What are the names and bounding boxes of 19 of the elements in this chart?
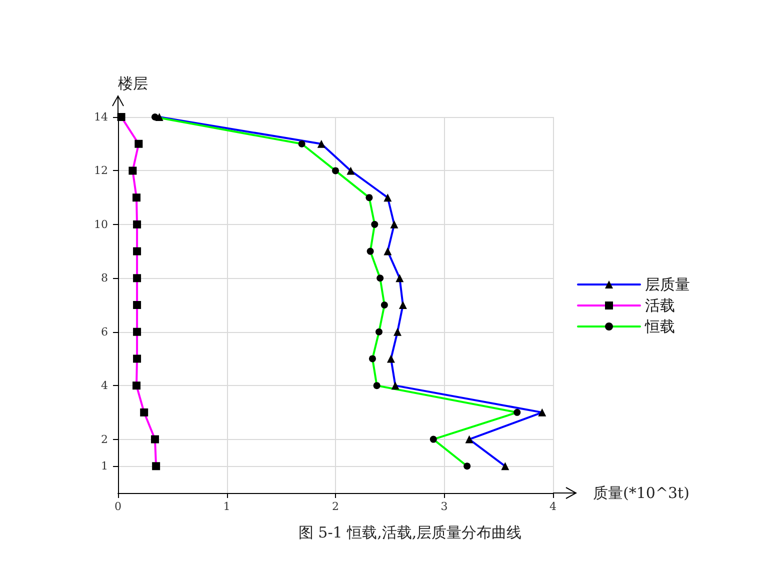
y-tick-label: 10 (94, 218, 108, 231)
legend-label: 恒载 (644, 318, 675, 336)
legend-label: 层质量 (645, 276, 690, 294)
text: 图 5-1 恒载,活载,层质量分布曲线 (298, 524, 522, 542)
x-tick-label: 2 (332, 500, 339, 513)
y-tick-label: 14 (94, 110, 108, 124)
y-tick-label: 4 (101, 379, 108, 392)
y-tick-label: 1 (101, 460, 108, 473)
y-axis-title: 楼层 (118, 74, 148, 92)
x-axis-title: 质量(*10^3t) (593, 484, 690, 502)
y-tick-label: 2 (101, 432, 108, 446)
x-tick-label: 0 (114, 500, 122, 513)
x-tick-label: 3 (440, 500, 448, 513)
legend-label: 活载 (645, 296, 675, 314)
x-tick-label: 1 (223, 500, 230, 513)
x-tick-label: 4 (550, 500, 556, 513)
y-tick-label: 8 (101, 272, 108, 285)
y-tick-label: 12 (94, 164, 108, 178)
y-tick-label: 6 (101, 325, 108, 338)
